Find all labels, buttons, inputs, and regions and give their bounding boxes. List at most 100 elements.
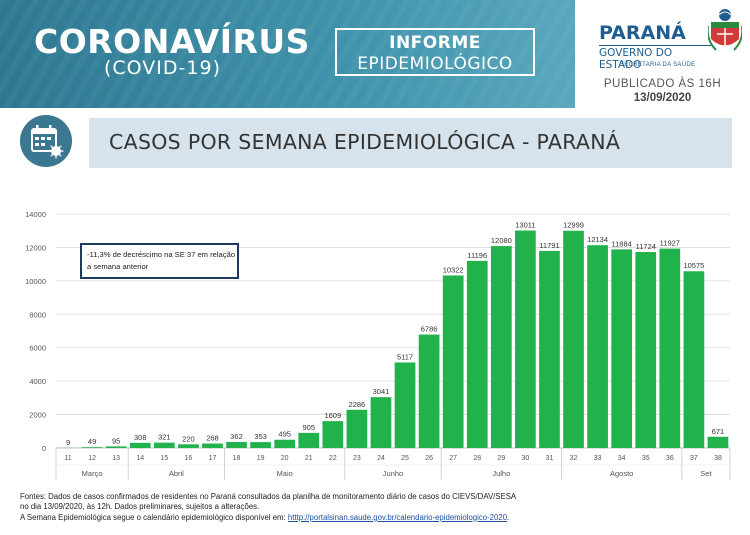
bar-value-label: 220 <box>182 434 195 443</box>
month-label: Agosto <box>610 469 633 478</box>
calendar-icon-circle <box>20 115 72 167</box>
bar <box>153 442 175 448</box>
y-tick-label: 10000 <box>25 277 46 286</box>
y-tick-label: 12000 <box>25 243 46 252</box>
bar <box>563 230 584 448</box>
x-tick-label: 30 <box>521 455 529 462</box>
bar <box>587 245 608 448</box>
bar-value-label: 95 <box>112 436 120 445</box>
sources-line-2: no dia 13/09/2020, às 12h. Dados prelimi… <box>20 502 260 512</box>
bar-value-label: 12134 <box>587 235 608 244</box>
bar-value-label: 11884 <box>612 239 632 248</box>
x-tick-label: 33 <box>594 455 602 462</box>
x-tick-label: 31 <box>546 455 554 462</box>
bar <box>611 249 633 448</box>
x-tick-label: 13 <box>112 455 120 462</box>
bar <box>442 275 464 448</box>
brand-title: CORONAVÍRUS <box>34 22 310 61</box>
x-tick-label: 18 <box>233 455 241 462</box>
bar <box>322 421 344 448</box>
bar <box>707 436 729 448</box>
calendar-virus-icon <box>31 125 64 159</box>
bar-value-label: 671 <box>712 427 725 436</box>
sources-line-1: Fontes: Dados de casos confirmados de re… <box>20 492 517 501</box>
bar <box>418 334 440 448</box>
x-tick-label: 12 <box>88 455 96 462</box>
x-tick-label: 25 <box>401 455 409 462</box>
x-tick-label: 26 <box>425 455 433 462</box>
bar <box>105 446 127 448</box>
published-label: PUBLICADO ÀS 16H <box>603 78 722 90</box>
bar <box>226 441 247 448</box>
bar <box>466 260 488 448</box>
x-tick-label: 14 <box>136 455 144 462</box>
bar-value-label: 1609 <box>324 411 341 420</box>
month-label: Set <box>700 469 712 478</box>
sources-line-3-prefix: A Semana Epidemiológica segue o calendár… <box>20 512 288 522</box>
bar-value-label: 5117 <box>397 352 413 361</box>
bar-value-label: 495 <box>278 430 291 439</box>
bar <box>659 248 681 448</box>
header-texture <box>0 0 575 108</box>
weekly-cases-bar-chart: 0200040006000800010000120001400091149129… <box>25 210 731 480</box>
bar <box>683 271 705 448</box>
month-label: Julho <box>492 469 510 478</box>
month-label: Junho <box>383 469 403 478</box>
bar-value-label: 353 <box>254 432 267 441</box>
y-tick-label: 4000 <box>29 377 46 386</box>
bar-value-label: 9 <box>66 438 70 447</box>
bar <box>394 362 416 448</box>
bar-value-label: 12080 <box>491 236 512 245</box>
bar-value-label: 268 <box>206 434 219 443</box>
gov-name: PARANÁ <box>599 22 686 44</box>
bar-value-label: 905 <box>302 423 315 432</box>
x-tick-label: 16 <box>184 455 192 462</box>
published-date: 13/09/2020 <box>633 92 692 104</box>
x-tick-label: 20 <box>281 455 289 462</box>
month-label: Março <box>82 469 103 478</box>
y-tick-label: 14000 <box>25 210 46 219</box>
month-label: Abril <box>169 469 184 478</box>
bar-value-label: 49 <box>88 437 96 446</box>
x-tick-label: 32 <box>570 455 578 462</box>
gov-line: GOVERNO DO ESTADO <box>599 45 711 71</box>
bar-value-label: 6786 <box>421 325 438 334</box>
bar <box>202 443 223 448</box>
bar <box>515 230 536 448</box>
bar <box>370 397 392 448</box>
informe-box: INFORME EPIDEMIOLÓGICO <box>335 28 535 76</box>
section-title: CASOS POR SEMANA EPIDEMIOLÓGICA - PARANÁ <box>89 118 732 168</box>
bar-value-label: 321 <box>158 433 171 442</box>
informe-line2: EPIDEMIOLÓGICO <box>357 54 513 74</box>
y-tick-label: 2000 <box>29 411 46 420</box>
bar-value-label: 11791 <box>539 241 559 250</box>
x-tick-label: 22 <box>329 455 337 462</box>
calendar-link[interactable]: htttp://portalsinan.saude.gov.br/calenda… <box>287 512 508 522</box>
x-tick-label: 35 <box>642 455 650 462</box>
x-tick-label: 29 <box>497 455 505 462</box>
brand-subtitle: (COVID-19) <box>104 57 221 79</box>
bar <box>490 246 512 448</box>
x-tick-label: 23 <box>353 455 361 462</box>
y-tick-label: 6000 <box>29 344 46 353</box>
x-tick-label: 19 <box>257 455 265 462</box>
bar-value-label: 3041 <box>373 387 390 396</box>
bar <box>635 252 657 448</box>
bar <box>346 409 368 448</box>
x-tick-label: 17 <box>209 455 217 462</box>
bar-value-label: 362 <box>230 432 243 441</box>
sources-line-3-suffix: . <box>507 512 510 522</box>
bar-value-label: 2286 <box>349 400 366 409</box>
header-banner: CORONAVÍRUS (COVID-19) INFORME EPIDEMIOL… <box>0 0 750 108</box>
x-tick-label: 24 <box>377 455 385 462</box>
y-tick-label: 8000 <box>29 310 46 319</box>
x-tick-label: 11 <box>64 455 71 462</box>
bar <box>129 442 151 448</box>
x-tick-label: 37 <box>690 455 698 462</box>
gov-panel: PARANÁ GOVERNO DO ESTADO SECRETARIA DA S… <box>575 0 750 108</box>
x-tick-label: 21 <box>305 455 313 462</box>
x-tick-label: 34 <box>618 455 626 462</box>
bar <box>81 447 103 448</box>
x-tick-label: 28 <box>473 455 481 462</box>
bar-value-label: 12999 <box>563 221 584 230</box>
